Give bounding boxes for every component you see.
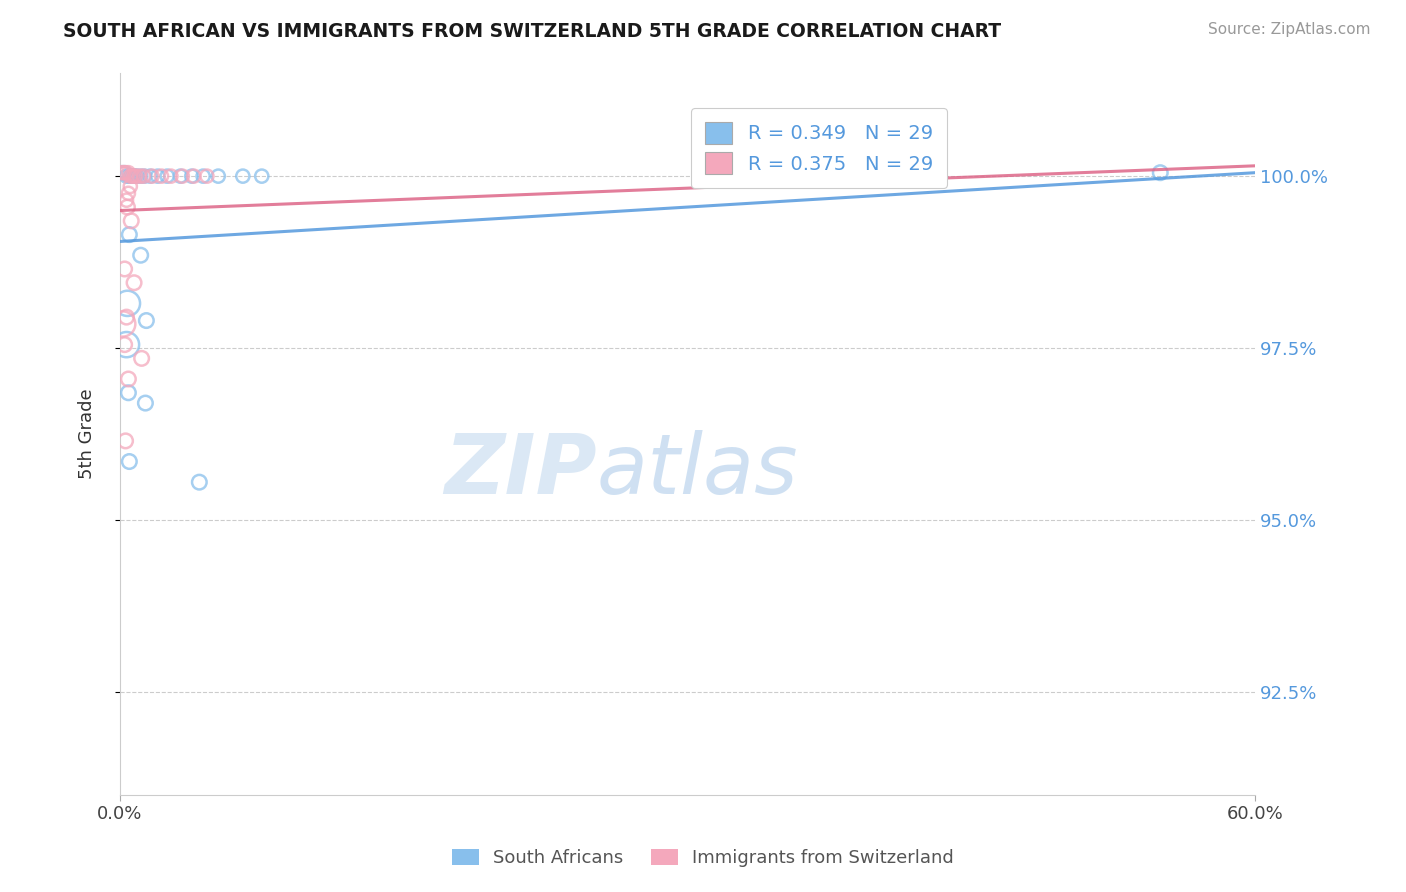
Point [121,169,143,183]
Point [139,169,162,183]
Point [172,169,194,183]
Point [232,169,254,183]
Point [117,166,139,180]
Point [160,169,183,183]
Point [122,276,145,290]
Point [169,169,191,183]
Point [124,169,146,183]
Point [129,248,152,262]
Point [111,317,134,331]
Point [128,169,150,183]
Point [183,169,205,183]
Point [111,166,134,180]
Text: ZIP: ZIP [444,430,596,510]
Point [114,337,136,351]
Point [111,166,134,180]
Point [112,166,135,180]
Point [120,169,142,183]
Point [115,337,138,351]
Point [122,169,145,183]
Point [132,169,155,183]
Legend: South Africans, Immigrants from Switzerland: South Africans, Immigrants from Switzerl… [444,841,962,874]
Point [191,169,214,183]
Point [115,310,138,325]
Text: SOUTH AFRICAN VS IMMIGRANTS FROM SWITZERLAND 5TH GRADE CORRELATION CHART: SOUTH AFRICAN VS IMMIGRANTS FROM SWITZER… [63,22,1001,41]
Text: atlas: atlas [596,430,799,510]
Point [114,262,136,277]
Point [120,179,142,194]
Text: Source: ZipAtlas.com: Source: ZipAtlas.com [1208,22,1371,37]
Point [117,385,139,400]
Point [146,169,169,183]
Y-axis label: 5th Grade: 5th Grade [79,389,96,479]
Point [195,169,218,183]
Point [114,166,136,180]
Point [134,396,156,410]
Point [188,475,211,490]
Point [134,169,156,183]
Point [180,169,202,183]
Point [114,434,136,448]
Point [207,169,229,183]
Point [114,166,136,180]
Point [117,200,139,214]
Point [150,169,173,183]
Point [117,186,139,201]
Point [1149,166,1171,180]
Legend: R = 0.349   N = 29, R = 0.375   N = 29: R = 0.349 N = 29, R = 0.375 N = 29 [692,108,946,188]
Point [156,169,179,183]
Point [115,169,138,183]
Point [120,214,142,228]
Point [125,169,148,183]
Point [118,454,141,468]
Point [122,169,145,183]
Point [117,372,139,386]
Point [135,313,157,327]
Point [141,169,163,183]
Point [120,169,142,183]
Point [129,169,152,183]
Point [131,351,153,366]
Point [115,193,138,207]
Point [118,169,141,183]
Point [117,296,139,310]
Point [250,169,273,183]
Point [125,169,148,183]
Point [118,227,141,242]
